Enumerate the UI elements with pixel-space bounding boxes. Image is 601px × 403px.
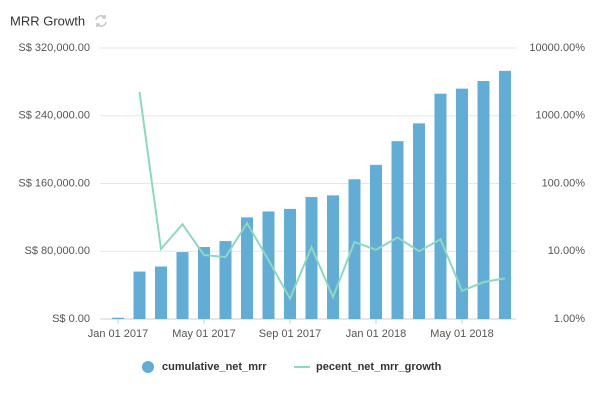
bar — [499, 70, 511, 319]
y2-tick-label: 1.00% — [554, 313, 585, 325]
bar — [413, 123, 425, 319]
y-tick-label: S$ 0.00 — [52, 313, 90, 325]
line — [138, 91, 506, 301]
bar — [348, 179, 361, 319]
bar — [370, 164, 382, 319]
x-tick-label: May 01 2018 — [430, 328, 494, 340]
bar — [305, 197, 318, 319]
bar — [391, 141, 404, 319]
refresh-icon[interactable] — [95, 15, 107, 27]
y-tick-label: S$ 320,000.00 — [18, 42, 90, 54]
bar — [262, 211, 275, 319]
legend-label: pecent_net_mrr_growth — [316, 361, 442, 373]
chart-title: MRR Growth — [10, 13, 85, 28]
x-tick-label: May 01 2017 — [172, 328, 236, 340]
y-tick-label: S$ 80,000.00 — [25, 245, 90, 257]
y2-tick-label: 10.00% — [548, 245, 586, 257]
legend-label: cumulative_net_mrr — [162, 361, 267, 373]
bar — [284, 208, 296, 319]
refresh-arrow — [102, 15, 106, 19]
bar — [219, 241, 232, 319]
y2-tick-label: 100.00% — [542, 177, 586, 189]
bar — [434, 93, 447, 319]
bar — [112, 317, 124, 319]
y2-tick-label: 10000.00% — [529, 42, 585, 54]
bar — [176, 252, 189, 319]
bar — [477, 81, 490, 319]
bar — [241, 217, 253, 319]
bar — [155, 266, 167, 319]
bar — [327, 195, 339, 319]
bar — [133, 271, 146, 319]
y-tick-label: S$ 160,000.00 — [18, 177, 90, 189]
x-tick-label: Sep 01 2017 — [259, 328, 321, 340]
bar — [198, 247, 210, 319]
y-tick-label: S$ 240,000.00 — [18, 110, 90, 122]
legend-marker — [142, 361, 154, 373]
x-tick-label: Jan 01 2018 — [346, 328, 407, 340]
bar — [456, 88, 468, 320]
refresh-arrow — [96, 23, 100, 27]
x-tick-label: Jan 01 2017 — [88, 328, 149, 340]
y2-tick-label: 1000.00% — [535, 110, 585, 122]
